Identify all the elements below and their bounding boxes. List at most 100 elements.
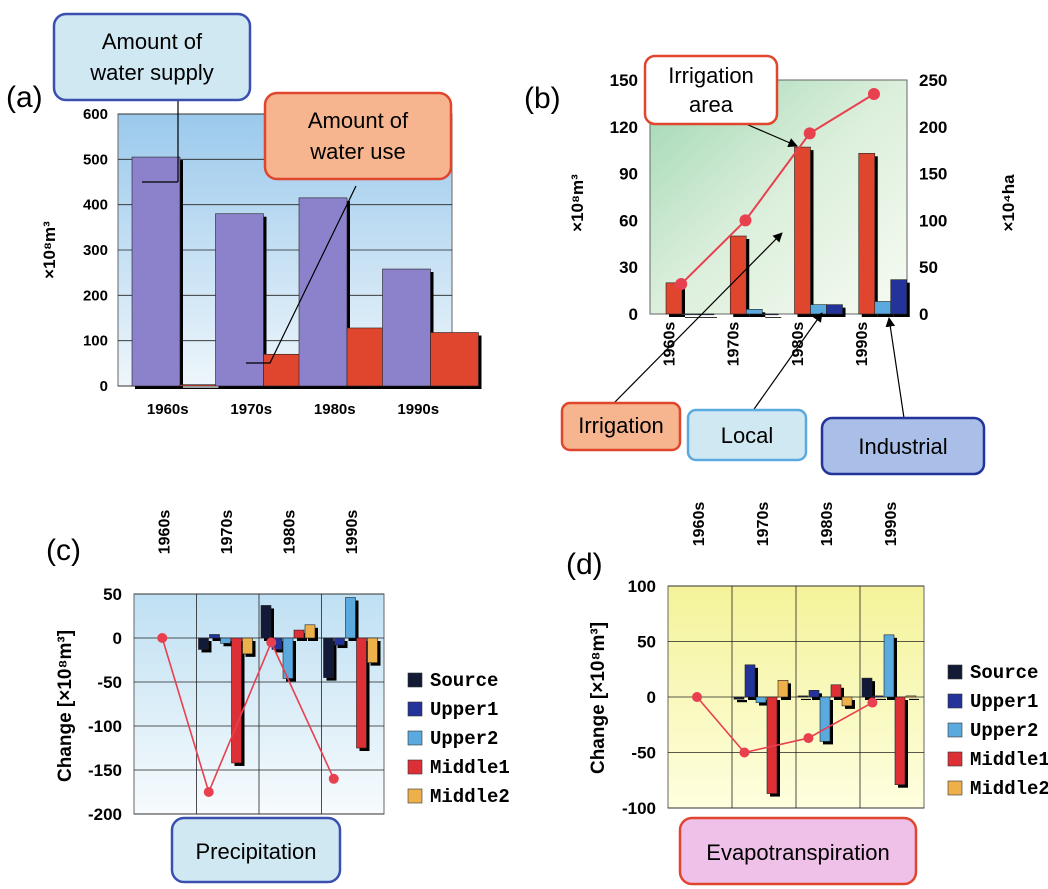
panel-c-line-point <box>203 787 214 797</box>
panel-b-y2-ticks: 0 50 100 150 200 250 <box>919 71 947 324</box>
panel-b-bar-irrigation <box>794 146 811 315</box>
panel-a-bars <box>131 156 482 389</box>
panel-c: (c) 500-50-100-150-200 1960s 1970s 1980s 19… <box>46 510 510 884</box>
callout-industrial <box>820 416 986 476</box>
panel-c-y-tick: 50 <box>103 585 122 604</box>
panel-c-legend-swatch <box>407 730 423 746</box>
panel-b-x-ticks: 1960s 1970s 1980s 1990s <box>661 322 871 367</box>
panel-a-x-tick: 1960s <box>147 401 189 418</box>
panel-d-legend-swatch <box>947 751 963 767</box>
panel-d-line-point <box>803 733 814 744</box>
panel-d-bar-source <box>797 695 809 698</box>
panel-c-legend-middle2: Middle2 <box>430 786 510 808</box>
panel-d-legend: Source Upper1 Upper2 Middle1 Middle2 <box>947 662 1048 800</box>
panel-c-legend-swatch <box>407 759 423 775</box>
panel-d-y-tick: 100 <box>628 577 656 596</box>
panel-c-legend-swatch <box>407 672 423 688</box>
panel-d-bar-source-shadow <box>801 698 811 700</box>
panel-d-bar-source <box>861 677 873 698</box>
panel-d-bar-upper2 <box>883 634 895 698</box>
panel-b-x-tick: 1970s <box>726 322 743 367</box>
panel-c-y-tick: -150 <box>88 761 122 780</box>
panel-a-bar-use <box>430 332 479 387</box>
panel-c-legend-source: Source <box>430 670 498 692</box>
panel-d-bar-upper2 <box>755 696 767 703</box>
panel-a-x-tick: 1990s <box>397 401 439 418</box>
panel-b-irrigation-area-point <box>867 88 880 101</box>
panel-d-bar-middle1 <box>830 684 842 698</box>
panel-b-bar-irrigation <box>665 282 683 315</box>
panel-b-bar-industrial <box>826 304 843 315</box>
panel-c-bar-source <box>323 637 334 678</box>
panel-d-y-tick: 50 <box>637 633 656 652</box>
panel-b-x-tick: 1960s <box>661 322 678 367</box>
panel-d-bar-middle1 <box>894 696 906 785</box>
panel-b-y-ticks: 0 30 60 90 120 150 <box>610 71 638 324</box>
callout-industrial-text: Industrial <box>858 434 947 459</box>
callout-local-text: Local <box>721 423 774 448</box>
panel-d-legend-middle2: Middle2 <box>970 778 1048 800</box>
panel-a-y-tick: 0 <box>100 378 108 395</box>
panel-a-bar-supply <box>382 268 431 387</box>
panel-a-y-tick: 400 <box>83 197 108 214</box>
panel-c-label: (c) <box>46 534 81 567</box>
panel-d-legend-swatch <box>947 722 963 738</box>
panel-b-irrigation-area-point <box>675 278 688 291</box>
panel-c-bar-middle2 <box>304 624 316 639</box>
panel-c-x-ticks: 1960s 1970s 1980s 1990s <box>156 510 361 555</box>
panel-a-x-tick: 1980s <box>314 401 356 418</box>
panel-c-bar-source <box>198 637 209 650</box>
panel-d-y-tick: 0 <box>647 688 656 707</box>
panel-c-x-tick: 1980s <box>281 510 298 555</box>
panel-a-x-tick: 1970s <box>230 401 272 418</box>
panel-d-line-point <box>867 697 878 708</box>
panel-c-x-tick: 1960s <box>156 510 173 555</box>
panel-a-bar-supply <box>131 156 181 387</box>
panel-d-x-tick: 1990s <box>883 502 900 547</box>
panel-a-x-ticks: 1960s 1970s 1980s 1990s <box>147 401 439 418</box>
panel-a-y-label: ×10⁸m³ <box>40 221 59 279</box>
panel-c-bar-middle2 <box>367 637 378 663</box>
panel-d-line-point <box>739 747 750 758</box>
panel-b-y2-tick: 150 <box>919 165 947 184</box>
panel-d-x-tick: 1970s <box>755 502 772 547</box>
panel-c-bar-upper1-shadow <box>212 637 223 641</box>
panel-b-bar-industrial <box>890 279 908 315</box>
panel-c-line-point <box>266 637 277 648</box>
panel-d-legend-upper2: Upper2 <box>970 720 1038 742</box>
panel-b-y2-tick: 200 <box>919 118 947 137</box>
callout-irrigation-area-line2: area <box>689 92 734 117</box>
chart-d-title: Evapotranspiration <box>706 840 889 865</box>
panel-b-y-tick: 30 <box>619 258 638 277</box>
panel-a-bar-supply <box>298 197 348 387</box>
panel-c-y-label: Change [×10⁸m³] <box>55 630 76 782</box>
panel-c-line-polyline <box>161 637 335 795</box>
panel-d-bar-upper1 <box>872 695 884 698</box>
panel-b-y-tick: 90 <box>619 165 638 184</box>
panel-d: (d) 100 50 0 -50 -100 1960s 1970s 1980s 1990s C… <box>566 502 1048 886</box>
panel-d-x-tick: 1960s <box>691 502 708 547</box>
panel-c-legend-swatch <box>407 788 423 804</box>
panel-b-bar-local <box>745 309 763 315</box>
panel-b-x-tick: 1990s <box>854 322 871 367</box>
panel-c-y-tick: 0 <box>113 629 122 648</box>
panel-a-bar-supply <box>215 213 264 387</box>
panel-c-line-point <box>328 773 339 784</box>
callout-local <box>686 408 808 462</box>
callout-water-use-line1: Amount of <box>308 108 409 133</box>
panel-d-x-tick: 1980s <box>819 502 836 547</box>
panel-b-y2-tick: 100 <box>919 211 947 230</box>
panel-c-bar-upper2 <box>220 637 231 644</box>
panel-b-bar-irrigation <box>858 153 876 315</box>
panel-c-y-tick: -50 <box>97 673 122 692</box>
panel-d-bar-source <box>733 696 745 700</box>
callout-irrigation <box>560 401 682 452</box>
panel-d-bar-upper2 <box>819 696 831 742</box>
panel-b-y-tick: 0 <box>629 305 638 324</box>
panel-c-bar-upper2-shadow <box>223 641 234 647</box>
panel-d-line-point <box>692 692 702 702</box>
panel-c-x-tick: 1970s <box>219 510 236 555</box>
callout-water-supply <box>52 12 252 102</box>
